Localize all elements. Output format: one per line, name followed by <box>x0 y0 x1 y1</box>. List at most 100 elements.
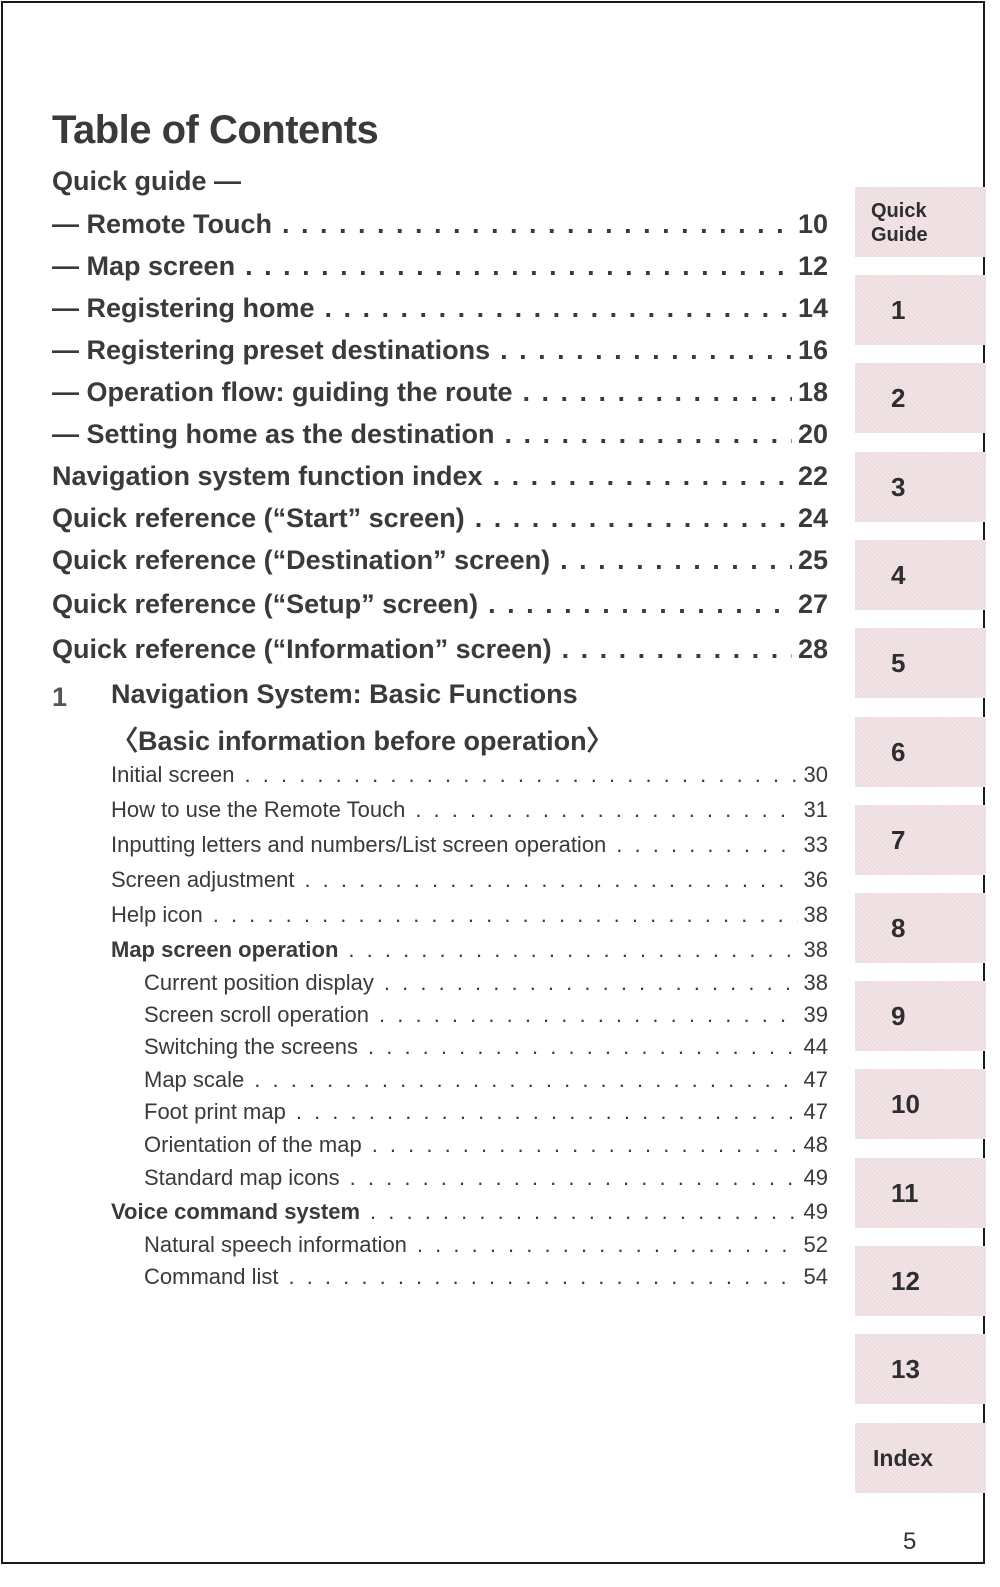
toc-entry-page: 16 <box>797 335 828 365</box>
toc-entry-label: — Setting home as the destination <box>52 419 495 449</box>
toc-entry-page: 48 <box>803 1132 828 1157</box>
toc-entry[interactable]: Quick reference (“Setup” screen) 27 <box>52 589 828 620</box>
toc-entry-page: 22 <box>797 461 828 491</box>
tab-index[interactable]: Index <box>855 1423 986 1493</box>
toc-subentry[interactable]: Standard map icons 49 <box>144 1165 828 1191</box>
tab-chapter-7[interactable]: 7 <box>855 805 986 875</box>
toc-entry-label: — Registering home <box>52 293 315 323</box>
tab-chapter-9[interactable]: 9 <box>855 981 986 1051</box>
toc-entry-label: Initial screen <box>111 762 235 787</box>
leader-dots <box>475 503 792 534</box>
toc-entry-label: — Map screen <box>52 251 236 281</box>
toc-entry[interactable]: — Registering preset destinations 16 <box>52 335 828 366</box>
tab-chapter-5[interactable]: 5 <box>855 628 986 698</box>
toc-entry[interactable]: — Setting home as the destination 20 <box>52 419 828 450</box>
tab-chapter-11[interactable]: 11 <box>855 1158 986 1228</box>
toc-entry-page: 52 <box>803 1232 828 1257</box>
tab-chapter-4[interactable]: 4 <box>855 540 986 610</box>
toc-subentry[interactable]: Command list 54 <box>144 1264 828 1290</box>
toc-entry[interactable]: — Map screen 12 <box>52 251 828 282</box>
tab-label: Quick Guide <box>871 200 928 246</box>
toc-entry-label: Inputting letters and numbers/List scree… <box>111 832 607 857</box>
page-number: 5 <box>903 1528 917 1555</box>
leader-dots <box>245 251 792 282</box>
toc-entry-label: Command list <box>144 1264 279 1289</box>
tab-label: 1 <box>891 295 906 325</box>
toc-entry-label: How to use the Remote Touch <box>111 797 406 822</box>
toc-subentry[interactable]: Switching the screens 44 <box>144 1034 828 1060</box>
tab-chapter-6[interactable]: 6 <box>855 717 986 787</box>
toc-entry-page: 31 <box>803 797 828 822</box>
leader-dots <box>304 867 797 893</box>
toc-entry[interactable]: Quick reference (“Information” screen) 2… <box>52 634 828 665</box>
toc-entry-page: 47 <box>803 1099 828 1124</box>
leader-dots <box>417 1232 798 1258</box>
leader-dots <box>384 970 798 996</box>
toc-entry-label: Screen scroll operation <box>144 1002 370 1027</box>
toc-subentry[interactable]: Foot print map 47 <box>144 1099 828 1125</box>
toc-entry-label: — Registering preset destinations <box>52 335 491 365</box>
tab-label: 13 <box>891 1354 920 1384</box>
chapter-subtitle: 〈Basic information before operation〉 <box>111 726 614 756</box>
leader-dots <box>562 634 792 665</box>
tab-label: 12 <box>891 1266 920 1296</box>
leader-dots <box>245 762 798 788</box>
tab-chapter-8[interactable]: 8 <box>855 893 986 963</box>
tab-label: 9 <box>891 1001 906 1031</box>
toc-entry-label: Foot print map <box>144 1099 286 1124</box>
toc-subentry[interactable]: Initial screen 30 <box>111 762 828 788</box>
toc-entry-page: 24 <box>797 503 828 533</box>
toc-subentry[interactable]: How to use the Remote Touch 31 <box>111 797 828 823</box>
toc-subentry[interactable]: Map screen operation 38 <box>111 937 828 963</box>
toc-entry-page: 18 <box>797 377 828 407</box>
toc-entry-label: Switching the screens <box>144 1034 358 1059</box>
toc-subentry[interactable]: Natural speech information 52 <box>144 1232 828 1258</box>
toc-entry-label: Map screen operation <box>111 937 339 962</box>
toc-entry-page: 27 <box>797 589 828 619</box>
toc-entry-page: 54 <box>803 1264 828 1289</box>
tab-label: 11 <box>891 1178 919 1208</box>
tab-quick-guide[interactable]: Quick Guide <box>855 187 986 257</box>
toc-entry[interactable]: Quick reference (“Start” screen) 24 <box>52 503 828 534</box>
toc-subentry[interactable]: Inputting letters and numbers/List scree… <box>111 832 828 858</box>
leader-dots <box>254 1067 797 1093</box>
toc-entry-page: 14 <box>797 293 828 323</box>
toc-entry[interactable]: — Operation flow: guiding the route 18 <box>52 377 828 408</box>
leader-dots <box>379 1002 798 1028</box>
tab-chapter-12[interactable]: 12 <box>855 1246 986 1316</box>
toc-subentry[interactable]: Screen scroll operation 39 <box>144 1002 828 1028</box>
toc-entry-page: 28 <box>797 634 828 664</box>
toc-entry-page: 25 <box>797 545 828 575</box>
toc-entry-label: Quick reference (“Destination” screen) <box>52 545 551 575</box>
toc-subentry[interactable]: Help icon 38 <box>111 902 828 928</box>
toc-entry-label: Current position display <box>144 970 374 995</box>
tab-chapter-13[interactable]: 13 <box>855 1334 986 1404</box>
toc-subentry[interactable]: Screen adjustment 36 <box>111 867 828 893</box>
toc-entry-label: Standard map icons <box>144 1165 340 1190</box>
toc-subentry[interactable]: Voice command system 49 <box>111 1199 828 1225</box>
chapter-number: 1 <box>52 682 68 712</box>
toc-entry[interactable]: Navigation system function index 22 <box>52 461 828 492</box>
tab-chapter-1[interactable]: 1 <box>855 275 986 345</box>
toc-entry[interactable]: — Registering home 14 <box>52 293 828 324</box>
leader-dots <box>288 1264 797 1290</box>
tab-label: 10 <box>891 1089 920 1119</box>
leader-dots <box>368 1034 798 1060</box>
toc-subentry[interactable]: Map scale 47 <box>144 1067 828 1093</box>
leader-dots <box>282 209 792 240</box>
leader-dots <box>348 937 797 963</box>
tab-label: 8 <box>891 913 906 943</box>
toc-entry[interactable]: — Remote Touch 10 <box>52 209 828 240</box>
leader-dots <box>616 832 797 858</box>
toc-entry-page: 47 <box>803 1067 828 1092</box>
toc-subentry[interactable]: Orientation of the map 48 <box>144 1132 828 1158</box>
toc-entry-page: 10 <box>797 209 828 239</box>
toc-subentry[interactable]: Current position display 38 <box>144 970 828 996</box>
tab-chapter-10[interactable]: 10 <box>855 1069 986 1139</box>
toc-entry-page: 33 <box>803 832 828 857</box>
tab-chapter-3[interactable]: 3 <box>855 452 986 522</box>
page-title: Table of Contents <box>52 108 379 152</box>
leader-dots <box>370 1199 797 1225</box>
tab-chapter-2[interactable]: 2 <box>855 363 986 433</box>
toc-entry[interactable]: Quick reference (“Destination” screen) 2… <box>52 545 828 576</box>
